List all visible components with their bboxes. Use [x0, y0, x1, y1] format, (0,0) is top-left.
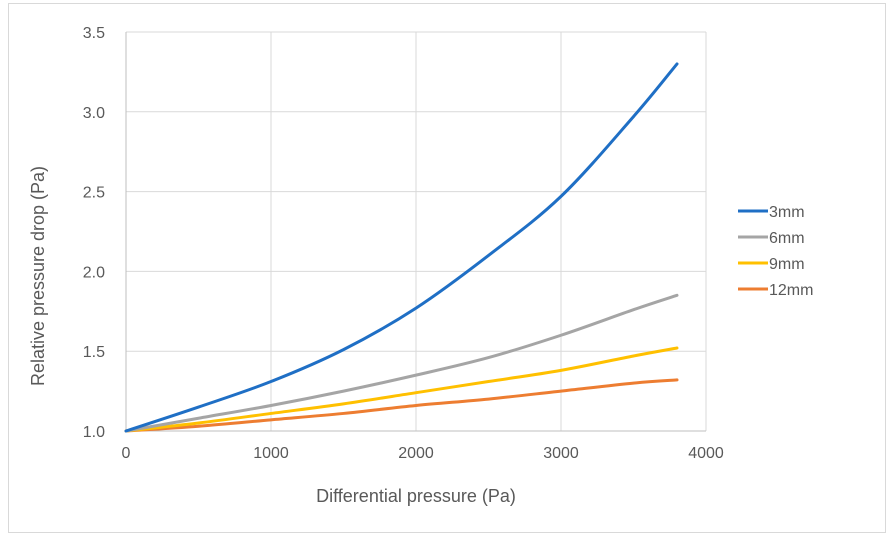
- y-axis-title: Relative pressure drop (Pa): [28, 166, 48, 386]
- legend-label-9mm: 9mm: [769, 256, 805, 273]
- x-tick-label: 2000: [398, 445, 434, 462]
- y-tick-label: 1.0: [83, 424, 105, 441]
- series-line-3mm: [124, 62, 679, 433]
- tick-labels: 0 1000 2000 3000 4000 1.0 1.5 2.0 2.5 3.0 3.5: [83, 25, 724, 462]
- y-tick-label: 3.5: [83, 25, 105, 42]
- legend-label-6mm: 6mm: [769, 230, 805, 247]
- legend: 3mm 6mm 9mm 12mm: [738, 204, 813, 299]
- y-tick-label: 3.0: [83, 105, 105, 122]
- x-tick-label: 1000: [253, 445, 289, 462]
- x-tick-label: 3000: [543, 445, 579, 462]
- series-line-6mm: [124, 293, 679, 433]
- axes: [125, 32, 706, 432]
- series-lines: [124, 62, 679, 433]
- y-tick-label: 1.5: [83, 344, 105, 361]
- grid-lines: [126, 31, 707, 431]
- legend-label-3mm: 3mm: [769, 204, 805, 221]
- x-tick-label: 4000: [688, 445, 724, 462]
- chart-frame: [8, 3, 886, 533]
- y-tick-label: 2.5: [83, 185, 105, 202]
- series-line-9mm: [124, 346, 679, 433]
- y-tick-label: 2.0: [83, 264, 105, 281]
- series-line-12mm: [124, 378, 679, 433]
- x-tick-label: 0: [122, 445, 131, 462]
- legend-label-12mm: 12mm: [769, 282, 813, 299]
- x-axis-title: Differential pressure (Pa): [316, 486, 516, 506]
